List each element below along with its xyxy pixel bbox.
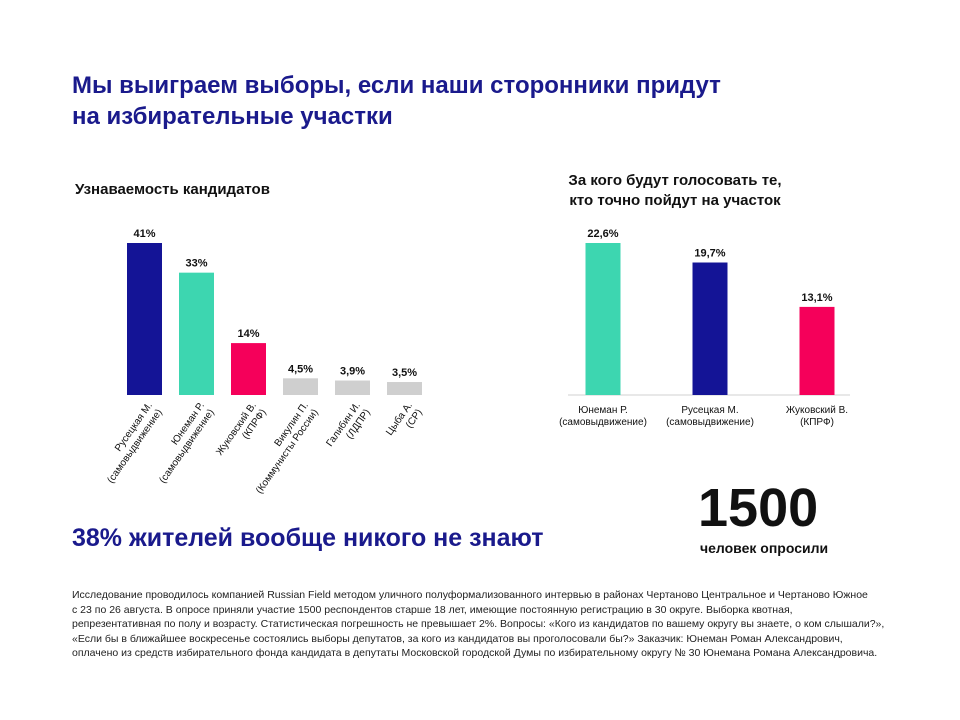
recognition-value-label: 3,9% [340,366,365,378]
vote-value-label: 13,1% [801,292,832,304]
recognition-bar [283,378,318,395]
vote-bar [585,243,621,395]
footnote-line: оплачено из средств избирательного фонда… [72,647,878,659]
recognition-value-label: 33% [185,258,207,270]
methodology-footnote: Исследование проводилось компанией Russi… [72,588,892,661]
footnote-line: репрезентативная по полу и возрасту. Ста… [72,618,885,630]
recognition-value-label: 3,5% [392,367,417,379]
footnote-line: «Если бы в ближайшее воскресенье состоял… [72,632,843,645]
recognition-bar [335,380,370,395]
recognition-value-label: 14% [237,328,259,340]
vote-category-label: Жуковский В. (КПРФ) [786,405,848,428]
page-title-line-1: Мы выиграем выборы, если наши сторонники… [72,72,721,99]
recognition-bar [387,382,422,395]
respondents-count: 1500 [698,478,819,538]
respondents-caption: человек опросили [700,540,829,556]
vote-bar [692,262,728,395]
vote-category-label: Русецкая М. (самовыдвижение) [666,405,754,428]
recognition-bar [231,343,266,395]
recognition-value-label: 4,5% [288,363,313,375]
page-title-line-2: на избирательные участки [72,103,393,130]
vote-chart-title-line-2: кто точно пойдут на участок [569,192,781,209]
vote-category-label: Юнеман Р. (самовыдвижение) [559,405,647,428]
footnote-line: Исследование проводилось компанией Russi… [72,589,868,601]
vote-chart-title-line-1: За кого будут голосовать те, [568,172,782,189]
recognition-bar [179,272,214,395]
vote-chart-title: За кого будут голосовать те, кто точно п… [540,171,810,211]
vote-value-label: 19,7% [694,248,725,260]
vote-bar [799,306,835,395]
vote-value-label: 22,6% [587,228,618,240]
recognition-value-label: 41% [133,228,155,240]
recognition-chart-title: Узнаваемость кандидатов [75,181,270,198]
footnote-line: с 23 по 26 августа. В опросе приняли уча… [72,603,793,616]
recognition-bar [127,243,162,395]
unknown-candidates-tagline: 38% жителей вообще никого не знают [72,524,544,552]
page-title: Мы выиграем выборы, если наши сторонники… [72,70,832,132]
